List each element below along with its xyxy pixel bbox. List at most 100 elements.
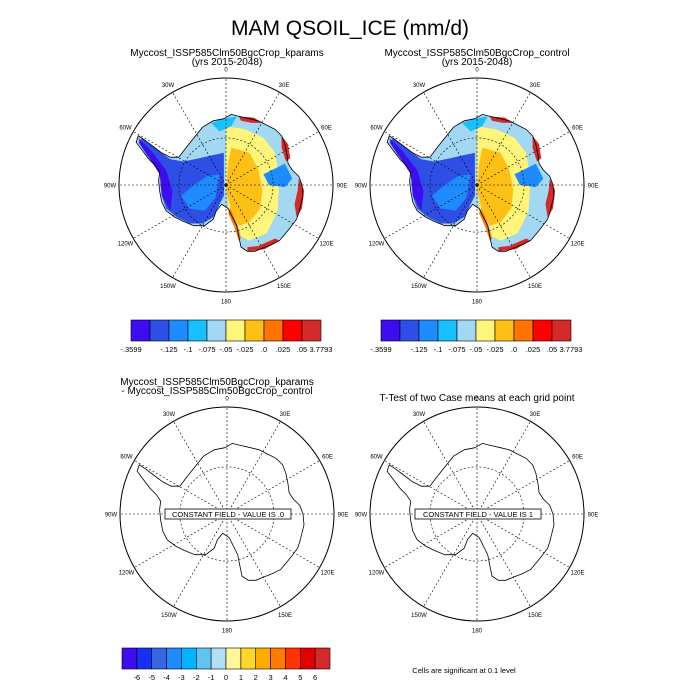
coastline [136,442,305,581]
meridian-line [384,460,478,515]
meridian-line [476,131,570,186]
colorbar-label: -3 [178,673,185,682]
colorbar-swatch [475,319,496,342]
lon-label: 120W [119,571,135,577]
colorbar-label: -.1 [184,345,193,354]
region-east-coast-edge [498,238,531,252]
colorbar-swatch [196,647,212,670]
colorbar-label: -5 [148,673,155,682]
figure-title: MAM QSOIL_ICE (mm/d) [231,17,469,40]
colorbar-control: -.3599 -.125 -.1 -.075 -.05 -.025 .0 .025 .05 3.7… [370,319,582,354]
constant-field-label: CONSTANT FIELD - VALUE IS 1 [423,510,533,519]
lon-label: 0 [475,68,479,74]
colorbar-swatch [181,647,197,670]
map-boundary [369,406,585,622]
meridian-line [423,92,478,186]
region-east-coast-edge [545,178,556,218]
colorbar-swatch [299,647,316,670]
colorbar-label: -.3599 [370,345,391,354]
colorbar-swatch [187,319,208,342]
meridian-line [134,460,228,515]
colorbar-swatch [437,319,458,342]
colorbar-swatch [270,647,286,670]
colorbar-label: 3.7793 [310,345,333,354]
meridian-line [226,513,320,568]
panel-title-kparams: Myccost_ISSP585Clm50BgcCrop_kparams [130,48,323,59]
lon-label: 90W [355,184,368,190]
lon-label: 30E [530,412,541,418]
lon-label: 60W [370,455,383,461]
lon-label: 150W [160,284,176,290]
meridian-line [172,92,227,186]
colorbar-swatch [380,319,401,342]
lon-label: 30W [162,83,175,89]
meridian-line [476,92,531,186]
colorbar-swatch [136,647,153,670]
meridian-line [173,421,228,515]
colorbar-label: -4 [163,673,170,682]
colorbar-label: -.025 [486,345,503,354]
colorbar-swatch [314,647,331,670]
colorbar-swatch [532,319,553,342]
lon-label: 30E [279,83,290,89]
colorbar-swatch [244,319,265,342]
colorbar-label: .025 [526,345,541,354]
meridian-line [384,513,478,568]
lon-label: 120W [118,242,134,248]
map-boundary [119,406,335,622]
panel-subtitle-control: (yrs 2015-2048) [442,57,513,68]
map-ttest: 0 30E 60E 90E 120E 150E 180 150W 120W 90W 60W 30W CO… [355,397,599,635]
lon-label: 90E [588,513,599,519]
colorbar-swatch [551,319,572,342]
colorbar-swatch [263,319,284,342]
lon-label: 60E [572,126,583,132]
lon-label: 150W [161,613,177,619]
lon-label: 60E [322,455,333,461]
map-kparams: 0 30E 60E 90E 120E 150E 180 150W 120W 90W 60W 30W [104,68,348,306]
meridian-line [476,460,570,515]
colorbar-label: -6 [134,673,141,682]
map-boundary [369,77,585,293]
meridian-line [225,92,280,186]
lon-label: 120E [570,242,584,248]
colorbar-swatch [151,647,167,670]
lon-label: 30W [163,412,176,418]
lon-label: 180 [472,300,483,306]
meridian-line [134,513,228,568]
lon-label: 90E [338,513,349,519]
region-dronning-maud [462,116,488,132]
coastline [386,113,555,252]
lon-label: 120W [369,242,385,248]
region-east-coast-edge [489,116,514,123]
colorbar-swatch [225,647,242,670]
meridian-line [172,184,227,278]
panel-subtitle-kparams: (yrs 2015-2048) [192,57,263,68]
lon-label: 180 [221,300,232,306]
meridian-line [225,184,319,239]
lon-label: 30W [413,412,426,418]
map-boundary [118,77,334,293]
map-control: 0 30E 60E 90E 120E 150E 180 150W 120W 90W 60W 30W [355,68,599,306]
lon-label: 60W [119,126,132,132]
lon-label: 120W [369,571,385,577]
colorbar-kparams: -.3599 -.125 -.1 -.075 -.05 -.025 .0 .025 .05 3.7… [120,319,333,354]
colorbar-swatch [418,319,439,342]
region-east-coast-edge [247,238,280,252]
colorbar-label: .05 [297,345,307,354]
colorbar-label: 5 [298,673,302,682]
colorbar-swatch [513,319,534,342]
region-east-blue-lobe [514,163,544,188]
meridian-line [476,184,531,278]
colorbar-label: 3 [269,673,273,682]
colorbar-label: .025 [276,345,291,354]
meridian-line [476,184,570,239]
lon-label: 90E [337,184,348,190]
lon-label: 90W [104,184,117,190]
meridian-line [384,184,478,239]
lon-label: 180 [222,629,233,635]
colorbar-label: -.075 [448,345,465,354]
lon-label: 60E [572,455,583,461]
lon-label: 150E [528,613,542,619]
lon-label: 30W [413,83,426,89]
constant-field-box [164,508,292,520]
